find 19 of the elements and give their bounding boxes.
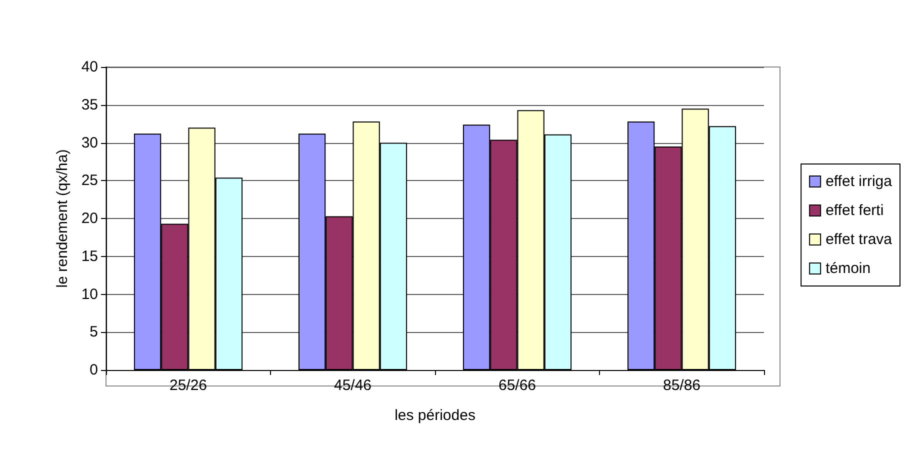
y-axis-title: le rendement (qx/ha)	[54, 149, 71, 288]
y-tick-label: 5	[90, 324, 98, 341]
x-tick-label: 45/46	[334, 377, 372, 394]
y-tick-label: 30	[81, 134, 98, 152]
x-tick-label: 25/26	[169, 377, 208, 394]
legend-label: effet irriga	[826, 173, 893, 190]
y-tick-label: 20	[81, 210, 98, 227]
y-tick-label: 40	[81, 58, 98, 76]
legend-label: effet ferti	[826, 202, 884, 219]
y-tick-label: 10	[81, 286, 98, 303]
x-tick-label: 65/66	[498, 377, 536, 394]
x-axis-title: les périodes	[394, 407, 476, 424]
legend-label: effet trava	[826, 231, 893, 248]
y-tick-label: 15	[81, 248, 98, 265]
legend-label: témoin	[826, 260, 871, 277]
y-tick-label: 0	[90, 362, 98, 378]
y-tick-label: 25	[81, 172, 98, 190]
x-tick-label: 85/86	[662, 377, 701, 394]
y-tick-label: 35	[81, 96, 98, 114]
